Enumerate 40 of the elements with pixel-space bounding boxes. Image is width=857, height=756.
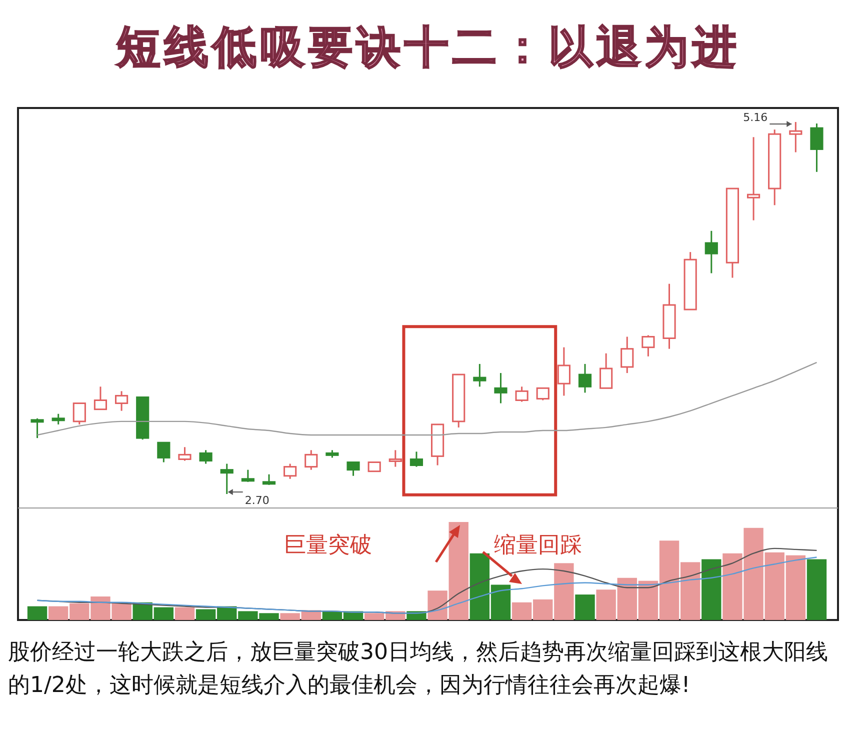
annotation: 缩量回踩	[494, 533, 582, 558]
annotation: 2.70	[244, 494, 270, 507]
candlestick	[536, 387, 550, 401]
bar	[575, 594, 595, 620]
candlestick	[199, 449, 212, 465]
candlestick	[578, 363, 592, 394]
candlestick	[72, 402, 86, 426]
chart-title: 短线低吸要诀十二：以退为进	[116, 22, 740, 73]
bar	[806, 559, 827, 620]
candlestick	[52, 413, 65, 426]
candlestick	[241, 469, 254, 483]
text: 股价经过一轮大跌之后，放巨量突破30日均线，然后趋势再次缩量回踩到这根大阳线的1/2处，这时候就是短线介入的最佳机会，因为行情往往会再次起爆!	[8, 639, 829, 700]
candlestick	[473, 363, 486, 388]
candlestick	[284, 463, 297, 480]
bar	[174, 607, 195, 620]
candlestick	[410, 450, 424, 468]
candlestick	[262, 474, 276, 486]
candlestick	[557, 346, 570, 396]
candlestick	[368, 461, 381, 472]
candlestick	[304, 449, 318, 471]
candlestick	[30, 418, 44, 439]
candlestick	[388, 449, 402, 468]
candlestick	[157, 442, 170, 463]
candlestick	[600, 352, 613, 389]
candlestick	[642, 334, 655, 358]
candlestick	[704, 230, 718, 274]
candlestick	[220, 463, 234, 495]
candlestick	[346, 461, 360, 477]
bar	[27, 606, 48, 620]
annotation: 5.16	[743, 111, 768, 124]
annotation: 巨量突破	[284, 533, 372, 558]
candlestick	[810, 122, 824, 173]
candlestick	[178, 446, 192, 462]
candlestick	[620, 336, 634, 374]
candlestick	[494, 372, 508, 404]
candlestick	[114, 390, 128, 412]
bar	[702, 559, 722, 620]
candlestick	[94, 386, 108, 410]
candlestick	[746, 136, 760, 222]
candlestick	[515, 386, 528, 403]
